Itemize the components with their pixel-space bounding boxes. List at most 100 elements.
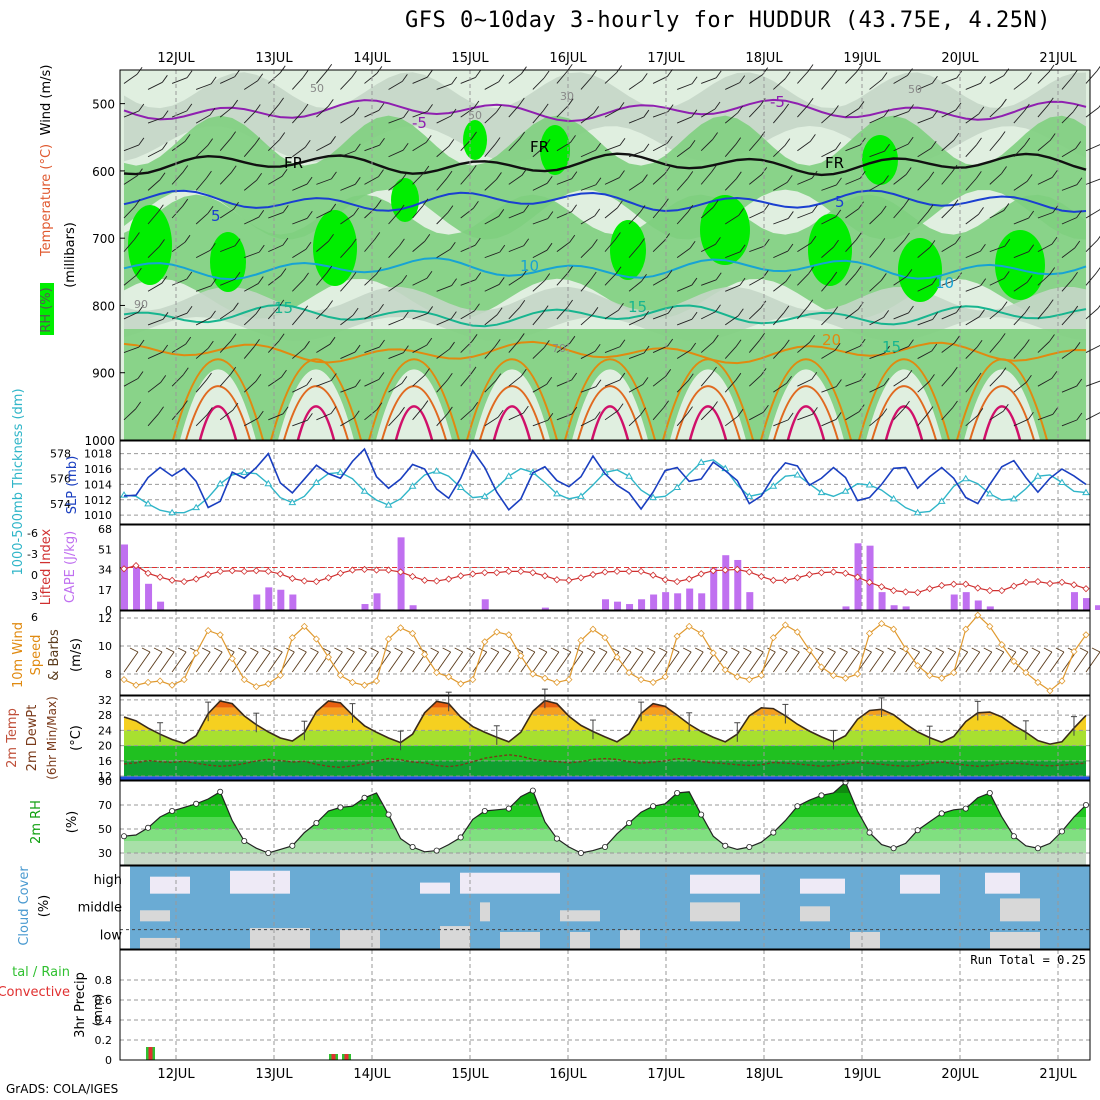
rh-marker bbox=[385, 811, 392, 818]
bottom-day-tick-label: 17JUL bbox=[647, 1067, 685, 1082]
wind-barb bbox=[628, 414, 641, 427]
wind-barb bbox=[436, 145, 450, 158]
wind-barb-flag bbox=[254, 339, 260, 347]
wind-speed-marker bbox=[276, 671, 284, 679]
wind-barb-flag bbox=[975, 372, 982, 381]
wind-barb-flag bbox=[595, 379, 602, 387]
lifted-index-marker bbox=[625, 567, 633, 575]
wind-barb bbox=[869, 212, 882, 225]
wind-barb-flag bbox=[330, 136, 336, 144]
surface-wind-barb bbox=[869, 651, 884, 673]
pressure-tick-label: 800 bbox=[92, 299, 115, 313]
wind-barb bbox=[1037, 274, 1050, 286]
rh-marker bbox=[818, 792, 825, 799]
wind-barb bbox=[171, 374, 184, 387]
lifted-index-marker bbox=[264, 567, 272, 575]
wind-barb-flag bbox=[1071, 69, 1078, 78]
wind-barb-flag bbox=[855, 266, 862, 274]
surface-wind-barb-flag bbox=[971, 647, 980, 653]
lifted-index-axis-label: Lifted Index bbox=[39, 528, 54, 605]
wind-speed-marker bbox=[625, 669, 633, 677]
thickness-marker bbox=[817, 488, 826, 496]
wind-barb bbox=[724, 144, 736, 158]
bottom-day-tick-label: 19JUL bbox=[843, 1067, 881, 1082]
wind-barb bbox=[797, 242, 812, 253]
wind-barb-flag bbox=[521, 269, 528, 277]
wind-barb-flag bbox=[1023, 103, 1030, 112]
wind-barb-flag bbox=[932, 110, 938, 118]
isotherm-line bbox=[123, 152, 1087, 177]
wind-barb-flag bbox=[786, 175, 793, 183]
wind-barb bbox=[941, 206, 954, 219]
wind-barb bbox=[941, 373, 953, 387]
wind-barb bbox=[268, 211, 284, 219]
wind-barb-flag bbox=[691, 311, 698, 320]
surface-wind-barb bbox=[231, 651, 247, 673]
wind-barb-flag bbox=[833, 239, 839, 248]
wind-barb-flag bbox=[402, 142, 409, 151]
wind-barb-flag bbox=[257, 276, 264, 284]
wind-speed-marker bbox=[300, 622, 308, 630]
wind-barb-flag bbox=[739, 244, 746, 253]
wind-barb-flag bbox=[206, 170, 212, 179]
wind-barb bbox=[532, 419, 549, 427]
wind-barb-flag bbox=[519, 300, 526, 308]
temp-line bbox=[123, 699, 1087, 745]
wind-speed-marker bbox=[553, 678, 561, 686]
wind-speed-marker bbox=[853, 670, 862, 678]
wind-barb bbox=[268, 175, 283, 185]
wind-barb-flag bbox=[810, 235, 817, 244]
wind-barb bbox=[171, 343, 186, 353]
surface-wind-barb-flag bbox=[634, 647, 644, 653]
wind-barb bbox=[628, 80, 643, 90]
wind-barb-flag bbox=[258, 209, 265, 218]
wind-barb bbox=[508, 211, 524, 219]
wind-barb-flag bbox=[739, 75, 746, 83]
wind-barb bbox=[821, 419, 837, 427]
rh-marker bbox=[938, 810, 945, 817]
wind-barb bbox=[508, 138, 520, 152]
lifted-index-marker bbox=[829, 568, 838, 576]
wind-barb bbox=[1013, 251, 1029, 259]
wind-barb bbox=[267, 306, 280, 320]
wind-barb-flag bbox=[784, 138, 791, 146]
isotherm-line bbox=[123, 189, 1087, 213]
lifted-index-marker bbox=[853, 573, 862, 581]
wind-barb-flag bbox=[379, 339, 385, 348]
thickness-tick-label: 574 bbox=[50, 498, 71, 511]
slp-tick-label: 1018 bbox=[84, 448, 112, 461]
wind-barb bbox=[845, 345, 861, 353]
cape-bar bbox=[974, 600, 982, 610]
rh-marker bbox=[602, 844, 609, 851]
lifted-index-marker bbox=[733, 565, 741, 573]
wind-barb bbox=[869, 415, 883, 427]
wind-barb bbox=[412, 205, 424, 219]
wind-barb-flag bbox=[1051, 170, 1058, 178]
wind-barb-flag bbox=[928, 171, 935, 180]
wind-barb bbox=[388, 211, 400, 225]
wind-barb bbox=[1037, 413, 1054, 421]
wind-speed-marker bbox=[1022, 669, 1030, 677]
lifted-index-marker bbox=[721, 566, 729, 574]
wind-barb-flag bbox=[546, 376, 553, 385]
cloud-gap bbox=[800, 906, 830, 922]
cape-bar bbox=[662, 592, 670, 610]
wind-barb-flag bbox=[812, 407, 818, 415]
surface-dry-dome bbox=[670, 369, 746, 440]
wind-barb-flag bbox=[1003, 203, 1010, 211]
wind-barb bbox=[484, 111, 497, 124]
wind-barb-flag bbox=[352, 307, 359, 316]
rh-marker bbox=[169, 808, 176, 815]
wind-speed-marker bbox=[757, 671, 765, 679]
wind-barb bbox=[532, 218, 549, 225]
wind-barb-flag bbox=[951, 164, 958, 173]
wind-barb-flag bbox=[640, 407, 647, 416]
wind-barb bbox=[604, 144, 621, 152]
temp-color-band bbox=[124, 707, 1086, 716]
wind-barb-flag bbox=[547, 211, 554, 219]
surface-wind-barb bbox=[1001, 651, 1017, 673]
wind-barb bbox=[700, 207, 714, 219]
wind-barb-flag bbox=[908, 104, 914, 112]
wind-barb-flag bbox=[302, 305, 309, 313]
wind-barb-flag bbox=[496, 104, 502, 113]
